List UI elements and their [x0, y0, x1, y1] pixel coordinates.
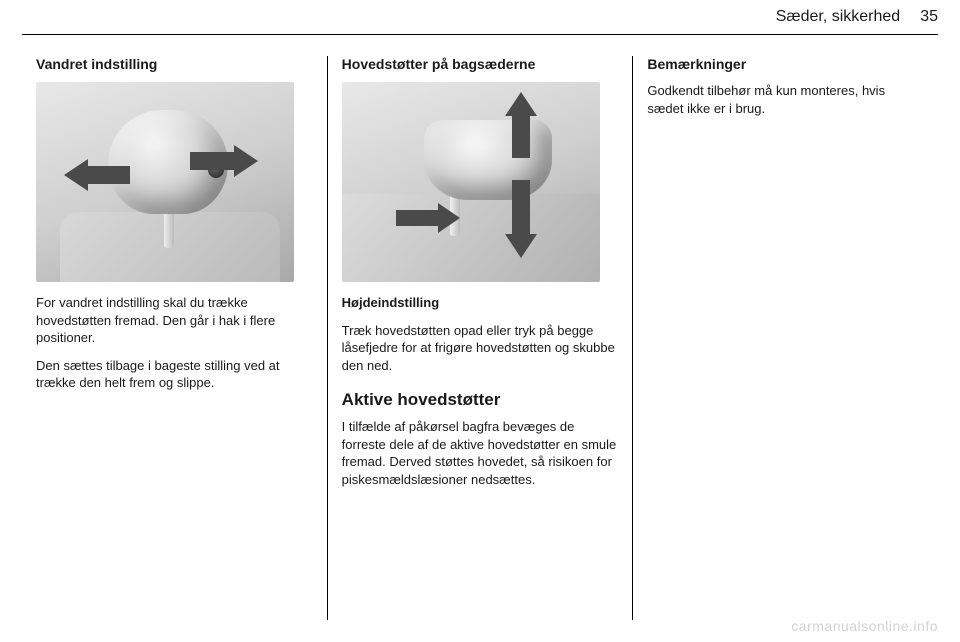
column-1: Vandret indstilling For vandret indstill… — [22, 56, 327, 620]
arrow-down-icon — [512, 180, 530, 236]
col3-heading: Bemærkninger — [647, 56, 924, 72]
fig2-seat-shape — [342, 194, 600, 282]
arrow-press-icon — [396, 210, 440, 226]
col3-paragraph-1: Godkendt tilbehør må kun monteres, hvis … — [647, 82, 924, 117]
page-header: Sæder, sikkerhed 35 — [776, 8, 938, 26]
arrow-left-icon — [86, 166, 130, 184]
col1-paragraph-1: For vandret indstilling skal du trække h… — [36, 294, 313, 347]
figure-horizontal-adjust — [36, 82, 294, 282]
section-title: Sæder, sikkerhed — [776, 8, 901, 26]
col2-paragraph-1: Træk hovedstøtten opad eller tryk på beg… — [342, 322, 619, 375]
fig2-headrest-shape — [424, 120, 552, 200]
col2-paragraph-2: I tilfælde af påkørsel bagfra bevæges de… — [342, 418, 619, 488]
content-columns: Vandret indstilling For vandret indstill… — [22, 56, 938, 620]
column-2: Hovedstøtter på bagsæderne Højdeindstill… — [327, 56, 633, 620]
arrow-right-icon — [190, 152, 236, 170]
col1-heading: Vandret indstilling — [36, 56, 313, 72]
col2-sub-label: Højdeindstilling — [342, 295, 440, 310]
col2-heading: Hovedstøtter på bagsæderne — [342, 56, 619, 72]
fig1-stem-shape — [164, 208, 174, 248]
watermark-text: carmanualsonline.info — [791, 618, 938, 634]
arrow-up-icon — [512, 114, 530, 158]
manual-page: Sæder, sikkerhed 35 Vandret indstilling … — [0, 0, 960, 642]
column-3: Bemærkninger Godkendt tilbehør må kun mo… — [632, 56, 938, 620]
page-number: 35 — [920, 8, 938, 26]
figure-rear-headrest — [342, 82, 600, 282]
col2-heading-2: Aktive hovedstøtter — [342, 390, 619, 410]
col1-paragraph-2: Den sættes tilbage i bageste stilling ve… — [36, 357, 313, 392]
col2-subheading: Højdeindstilling — [342, 294, 619, 312]
header-rule — [22, 34, 938, 35]
